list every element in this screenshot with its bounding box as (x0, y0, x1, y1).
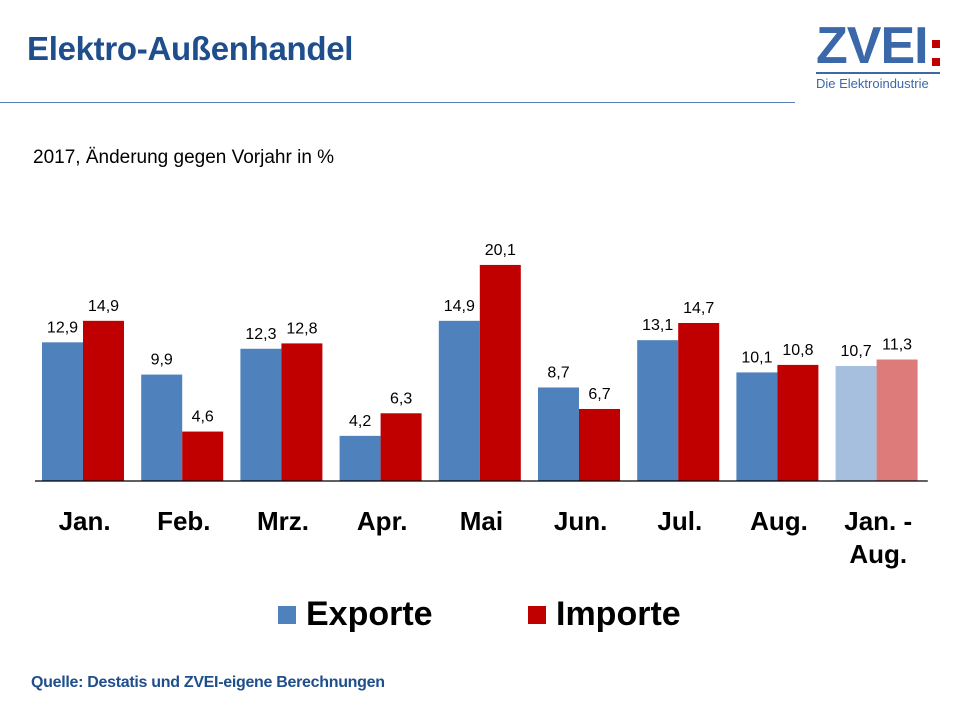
chart-subtitle: 2017, Änderung gegen Vorjahr in % (33, 147, 335, 168)
logo-underline (816, 72, 940, 74)
data-label-importe-0: 14,9 (88, 298, 119, 315)
logo-tagline: Die Elektroindustrie (816, 76, 929, 91)
category-label-0: Jan. (59, 506, 111, 536)
legend-swatch-importe (528, 605, 546, 624)
category-label-1: Feb. (157, 506, 210, 536)
bar-importe-7 (777, 364, 819, 481)
data-label-exporte-7: 10,1 (741, 349, 772, 366)
category-label-2: Mrz. (257, 506, 309, 536)
bar-importe-6 (678, 322, 720, 481)
bar-exporte-2 (240, 348, 282, 481)
bar-importe-4 (479, 264, 521, 481)
data-label-importe-1: 4,6 (192, 409, 214, 426)
bar-exporte-6 (637, 340, 679, 481)
data-label-exporte-0: 12,9 (47, 319, 78, 336)
legend-item-exporte: Exporte (278, 595, 433, 634)
bar-exporte-5 (538, 387, 579, 481)
bar-exporte-4 (438, 320, 480, 481)
logo-colon-icon (932, 40, 941, 70)
bar-importe-0 (83, 320, 124, 481)
data-label-importe-7: 10,8 (782, 342, 813, 359)
category-label-6: Jul. (657, 506, 702, 536)
legend-label-importe: Importe (556, 595, 681, 633)
data-label-exporte-5: 8,7 (547, 364, 569, 381)
data-label-exporte-3: 4,2 (349, 413, 371, 430)
category-label-4: Mai (460, 506, 503, 536)
data-label-exporte-4: 14,9 (444, 298, 475, 315)
zvei-logo: ZVEI Die Elektroindustrie (812, 17, 947, 94)
data-label-exporte-2: 12,3 (245, 326, 276, 343)
data-label-exporte-1: 9,9 (151, 352, 173, 369)
bar-importe-1 (182, 431, 224, 481)
bar-exporte-0 (42, 342, 83, 481)
category-label-3: Apr. (357, 506, 408, 536)
legend-label-exporte: Exporte (306, 595, 433, 633)
category-label-7: Aug. (750, 506, 808, 536)
data-label-exporte-6: 13,1 (642, 317, 673, 334)
chart-legend: Exporte Importe (0, 595, 960, 635)
legend-swatch-exporte (278, 605, 296, 624)
bar-importe-3 (380, 413, 422, 481)
bar-exporte-1 (141, 374, 183, 481)
page-title: Elektro-Außenhandel (27, 30, 354, 67)
bar-importe-8 (876, 359, 918, 481)
bar-importe-2 (281, 343, 323, 481)
bar-exporte-7 (736, 372, 778, 481)
data-label-importe-2: 12,8 (286, 320, 317, 337)
logo-wordmark: ZVEI (816, 17, 929, 75)
category-label-8: Jan. -Aug. (844, 506, 912, 569)
category-label-5: Jun. (554, 506, 607, 536)
source-note: Quelle: Destatis und ZVEI-eigene Berechn… (31, 674, 385, 691)
data-label-exporte-8: 10,7 (841, 343, 872, 360)
bar-importe-5 (579, 408, 620, 481)
data-label-importe-4: 20,1 (485, 242, 516, 259)
data-label-importe-5: 6,7 (588, 386, 610, 403)
data-label-importe-6: 14,7 (683, 300, 714, 317)
data-label-importe-3: 6,3 (390, 390, 412, 407)
title-divider (0, 102, 795, 103)
legend-item-importe: Importe (528, 595, 681, 634)
bar-exporte-3 (339, 435, 381, 481)
bar-exporte-8 (835, 365, 877, 481)
data-label-importe-8: 11,3 (882, 337, 912, 354)
